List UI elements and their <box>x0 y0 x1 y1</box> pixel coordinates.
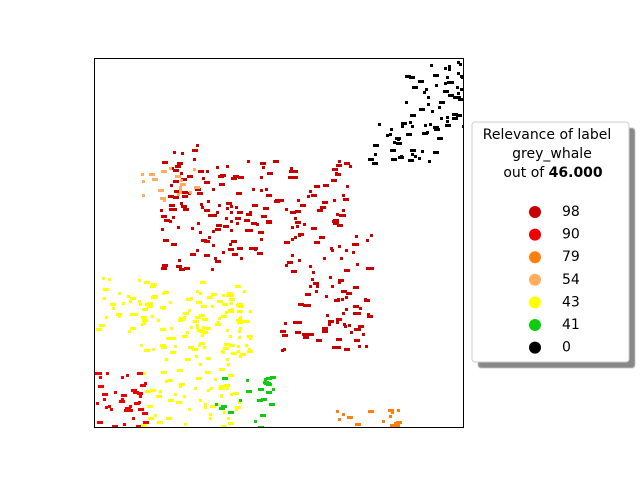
legend-label: 0 <box>562 340 571 356</box>
legend-marker <box>529 273 541 286</box>
legend-marker <box>529 206 541 218</box>
relevance-pixels <box>141 167 200 202</box>
legend-marker <box>529 341 541 354</box>
relevance-map <box>95 61 463 427</box>
legend-label: 41 <box>562 317 580 333</box>
axes-frame <box>94 58 464 428</box>
relevance-pixels <box>215 376 276 427</box>
legend-label: 54 <box>562 272 580 288</box>
legend-label: 43 <box>562 294 580 310</box>
relevance-pixels <box>160 144 374 352</box>
relevance-pixels <box>368 61 463 165</box>
legend-label: 90 <box>562 227 580 243</box>
relevance-pixels <box>95 372 149 427</box>
legend-title: grey_whale <box>512 146 592 162</box>
legend-box <box>471 121 630 363</box>
legend-marker <box>529 319 541 331</box>
legend-marker <box>529 296 541 309</box>
relevance-pixels <box>96 277 253 427</box>
legend-marker <box>529 228 541 241</box>
legend-title: Relevance of label <box>483 127 612 143</box>
score: 46.000 <box>549 165 603 181</box>
legend-title: out of <box>503 165 545 181</box>
relevance-pixels <box>336 409 402 427</box>
legend-marker <box>529 251 541 264</box>
legend-label: 79 <box>562 249 580 265</box>
legend-label: 98 <box>562 204 580 220</box>
legend-title: out of 46.000 <box>503 165 603 181</box>
